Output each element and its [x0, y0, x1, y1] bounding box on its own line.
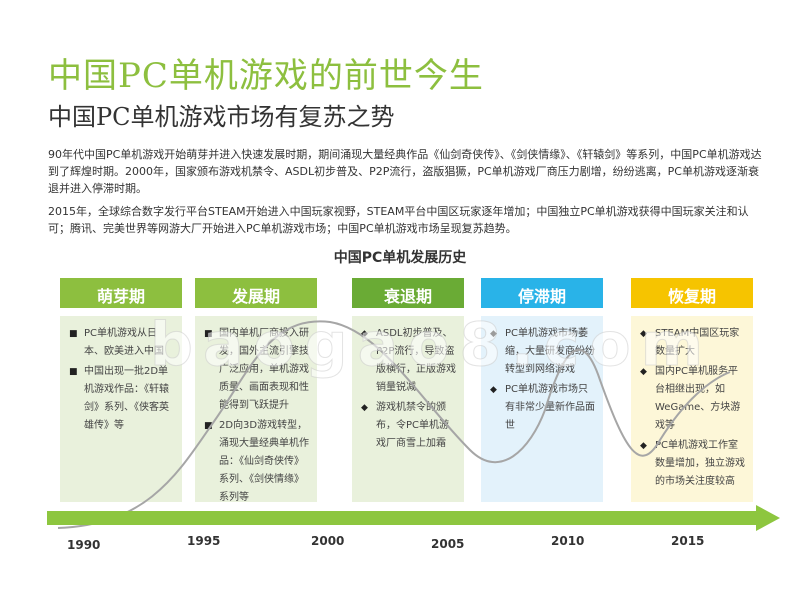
year-label: 1990: [67, 538, 101, 552]
year-label: 2010: [551, 534, 585, 548]
phase-item: ■ 国内单机厂商投入研发，国外主流引擎技广泛应用，单机游戏质量、画面表现和性能得到…: [203, 325, 311, 415]
phase-item: ■ 中国出现一批2D单机游戏作品：《轩辕剑》系列、《侠客英雄传》等: [68, 363, 176, 435]
diamond-bullet-icon: ◆: [490, 329, 497, 339]
phase-body-decline: ◆ ASDL初步普及、P2P流行，导致盗版横行，正版游戏销量锐减 ◆ 游戏机禁令的颁…: [352, 316, 464, 502]
diamond-bullet-icon: ◆: [640, 329, 647, 339]
phase-body-recovery: ◆ STEAM中国区玩家数量扩大 ◆ 国内PC单机服务平台相继出现，如WeGame、…: [631, 316, 753, 502]
diamond-bullet-icon: ◆: [361, 329, 368, 339]
phase-item-text: 国内PC单机服务平台相继出现，如WeGame、方块游戏等: [655, 366, 741, 431]
phase-item-text: ASDL初步普及、P2P流行，导致盗版横行，正版游戏销量锐减: [376, 328, 456, 393]
phase-item-text: 中国出现一批2D单机游戏作品：《轩辕剑》系列、《侠客英雄传》等: [84, 366, 169, 431]
year-label: 1995: [187, 534, 221, 548]
diamond-bullet-icon: ◆: [640, 441, 647, 451]
phase-header-stagnation: 停滞期: [481, 278, 603, 308]
timeline-title: 中国PC单机发展历史: [333, 250, 467, 266]
timeline-arrow: [47, 505, 780, 531]
phase-header-sprout: 萌芽期: [60, 278, 182, 308]
phase-item: ◆ STEAM中国区玩家数量扩大: [639, 325, 747, 361]
phase-item: ■ PC单机游戏从日本、欧美进入中国: [68, 325, 176, 361]
phase-item-text: 2D向3D游戏转型，涌现大量经典单机作品：《仙剑奇侠传》系列、《剑侠情缘》系列等: [219, 420, 309, 502]
square-bullet-icon: ■: [204, 421, 213, 431]
phase-body-growth: ■ 国内单机厂商投入研发，国外主流引擎技广泛应用，单机游戏质量、画面表现和性能得到…: [195, 316, 317, 502]
intro-paragraph-1: 90年代中国PC单机游戏开始萌芽并进入快速发展时期，期间涌现大量经典作品《仙剑奇…: [48, 148, 762, 195]
phase-item-text: PC单机游戏从日本、欧美进入中国: [84, 328, 164, 357]
phase-item: ◆ 游戏机禁令的颁布，令PC单机游戏厂商雪上加霜: [360, 399, 458, 453]
diamond-bullet-icon: ◆: [361, 403, 368, 413]
phase-body-sprout: ■ PC单机游戏从日本、欧美进入中国 ■ 中国出现一批2D单机游戏作品：《轩辕剑》系…: [60, 316, 182, 502]
phase-header-decline: 衰退期: [352, 278, 464, 308]
intro-paragraph-2: 2015年，全球综合数字发行平台STEAM开始进入中国玩家视野，STEAM平台中…: [48, 205, 749, 235]
page-subtitle: 中国PC单机游戏市场有复苏之势: [48, 103, 395, 131]
phase-item: ◆ PC单机游戏工作室数量增加，独立游戏的市场关注度较高: [639, 437, 747, 491]
year-label: 2000: [311, 534, 345, 548]
phase-body-stagnation: ◆ PC单机游戏市场萎缩，大量研发商纷纷转型到网络游戏 ◆ PC单机游戏市场只有非常…: [481, 316, 603, 502]
phase-item-text: PC单机游戏市场萎缩，大量研发商纷纷转型到网络游戏: [505, 328, 595, 375]
page-title: 中国PC单机游戏的前世今生: [48, 56, 484, 96]
phase-item-text: PC单机游戏工作室数量增加，独立游戏的市场关注度较高: [655, 440, 745, 487]
diamond-bullet-icon: ◆: [640, 367, 647, 377]
phase-item: ◆ ASDL初步普及、P2P流行，导致盗版横行，正版游戏销量锐减: [360, 325, 458, 397]
square-bullet-icon: ■: [69, 367, 78, 377]
square-bullet-icon: ■: [69, 329, 78, 339]
phase-item: ◆ PC单机游戏市场只有非常少量新作品面世: [489, 381, 597, 435]
phase-item: ■ 2D向3D游戏转型，涌现大量经典单机作品：《仙剑奇侠传》系列、《剑侠情缘》系列…: [203, 417, 311, 502]
phase-item: ◆ 国内PC单机服务平台相继出现，如WeGame、方块游戏等: [639, 363, 747, 435]
phase-item: ◆ PC单机游戏市场萎缩，大量研发商纷纷转型到网络游戏: [489, 325, 597, 379]
phase-item-text: 国内单机厂商投入研发，国外主流引擎技广泛应用，单机游戏质量、画面表现和性能得到飞…: [219, 328, 309, 411]
diamond-bullet-icon: ◆: [490, 385, 497, 395]
phase-header-growth: 发展期: [195, 278, 317, 308]
phase-header-recovery: 恢复期: [631, 278, 753, 308]
phase-item-text: PC单机游戏市场只有非常少量新作品面世: [505, 384, 595, 431]
trend-curve: [57, 320, 731, 529]
phase-item-text: STEAM中国区玩家数量扩大: [655, 328, 740, 357]
year-label: 2015: [671, 534, 705, 548]
phase-item-text: 游戏机禁令的颁布，令PC单机游戏厂商雪上加霜: [376, 402, 450, 449]
year-label: 2005: [431, 537, 465, 551]
square-bullet-icon: ■: [204, 329, 213, 339]
